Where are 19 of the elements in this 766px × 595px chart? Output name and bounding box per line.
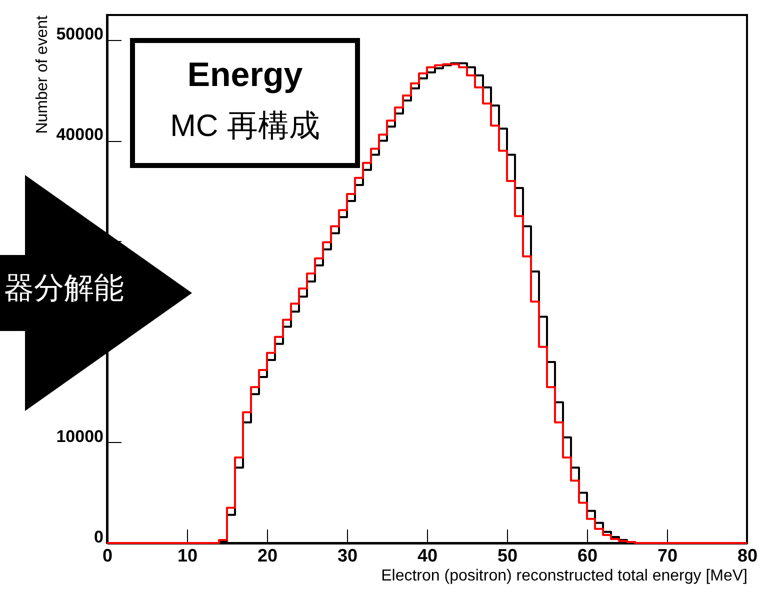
x-tick-label: 50 (497, 546, 518, 566)
x-tick-label: 20 (257, 546, 278, 566)
y-tick-label: 0 (94, 528, 104, 546)
x-tick-label: 30 (337, 546, 358, 566)
annotation: MC 再構成 (169, 107, 321, 145)
y-tick-label: 50000 (56, 24, 104, 44)
label-box: Energy MC 再構成 (130, 38, 360, 168)
y-tick-label: 10000 (56, 426, 104, 446)
y-axis-title: Number of event (34, 14, 52, 134)
annotation: 器分解能 (4, 271, 124, 307)
x-axis-title: Electron (positron) reconstructed total energy [MeV] (381, 568, 748, 584)
x-tick-label: 70 (657, 546, 678, 566)
annotation: Energy (186, 55, 304, 95)
x-tick-label: 80 (737, 546, 758, 566)
arrow-icon: 器分解能 (0, 175, 192, 411)
x-tick-label: 60 (577, 546, 598, 566)
y-tick-label: 40000 (56, 125, 104, 144)
x-tick-label: 10 (177, 546, 198, 566)
x-tick-label: 40 (417, 546, 438, 566)
